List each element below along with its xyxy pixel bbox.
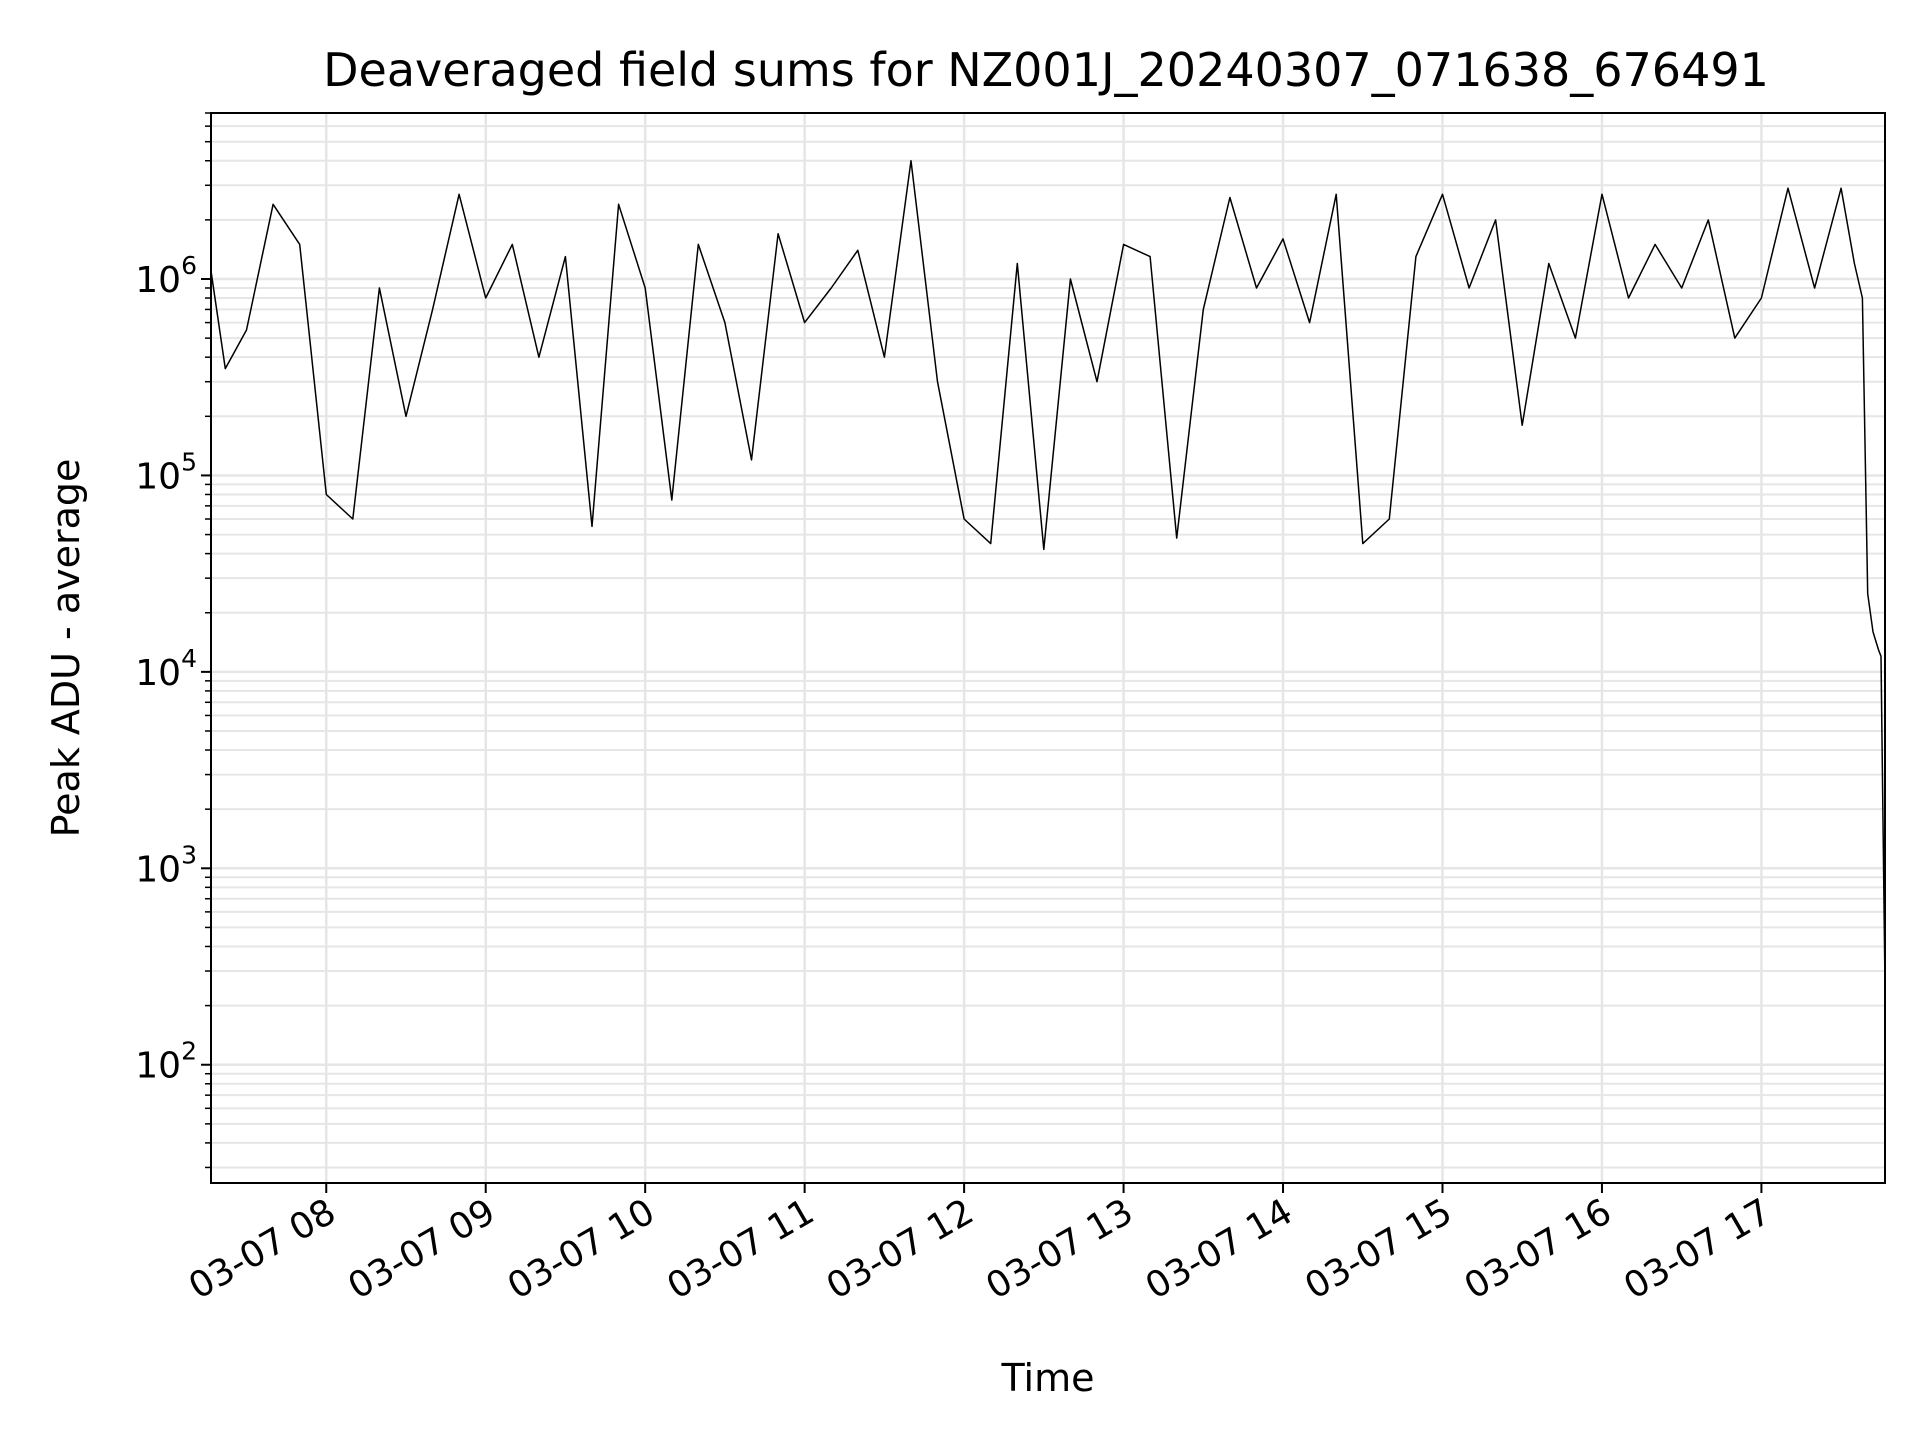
chart-title: Deaveraged field sums for NZ001J_2024030… [323, 43, 1769, 97]
x-axis-label: Time [1001, 1356, 1095, 1400]
series-group [210, 159, 1886, 987]
series-line [210, 159, 1886, 987]
y-tick-label: 103 [135, 840, 197, 890]
y-tick-label: 105 [135, 447, 197, 497]
y-tick-label: 104 [135, 644, 197, 694]
plot-frame [210, 112, 1886, 1184]
grid-major [211, 113, 1885, 1183]
y-axis: 102 103 104 105 106 [135, 112, 211, 1169]
y-axis-label: Peak ADU - average [44, 459, 88, 838]
y-tick-label: 102 [135, 1037, 197, 1087]
grid-minor [211, 112, 1885, 1169]
y-tick-label: 106 [135, 251, 197, 301]
